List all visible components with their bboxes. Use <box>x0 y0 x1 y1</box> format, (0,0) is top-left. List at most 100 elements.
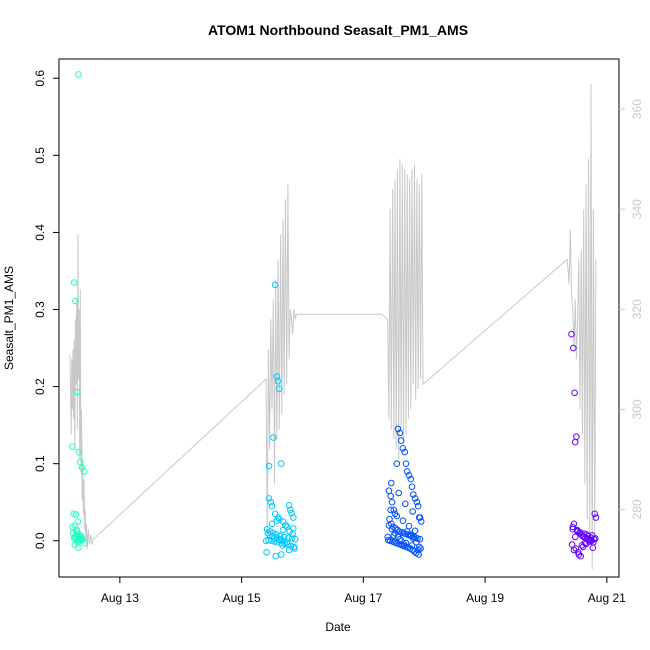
data-point <box>571 389 578 397</box>
data-point <box>73 537 80 545</box>
data-point <box>409 508 417 515</box>
y2-tick-label: 340 <box>630 199 644 219</box>
data-point <box>569 523 577 531</box>
data-point <box>414 546 422 554</box>
data-point <box>416 543 423 551</box>
data-point <box>273 517 281 525</box>
data-point <box>393 512 401 520</box>
data-point <box>417 518 425 525</box>
data-point <box>69 523 76 531</box>
data-point <box>263 549 270 556</box>
y2-tick-label: 320 <box>630 299 644 319</box>
data-point <box>78 464 86 471</box>
data-point <box>592 514 600 521</box>
data-point <box>413 498 421 506</box>
chart-title: ATOM1 Northbound Seasalt_PM1_AMS <box>208 22 468 38</box>
data-point <box>591 510 599 518</box>
data-point <box>408 542 416 549</box>
data-point <box>70 279 78 286</box>
data-point <box>396 535 404 543</box>
y-tick-label: 0.3 <box>33 301 47 318</box>
data-point <box>395 489 403 497</box>
y-tick-label: 0.1 <box>33 455 47 472</box>
data-point <box>402 539 410 547</box>
data-point <box>280 537 287 545</box>
data-point <box>285 502 293 509</box>
data-point <box>388 479 395 487</box>
y-tick-label: 0.0 <box>33 532 47 549</box>
data-point <box>271 281 279 289</box>
data-point <box>265 462 273 470</box>
data-point <box>416 514 424 521</box>
data-point <box>388 498 396 506</box>
y-axis-label: Seasalt_PM1_AMS <box>2 266 16 370</box>
data-point <box>270 434 277 441</box>
data-point <box>72 297 79 305</box>
data-point <box>266 532 273 539</box>
plot-frame <box>58 58 620 578</box>
data-point <box>268 520 276 528</box>
data-point <box>279 542 286 549</box>
data-point <box>276 385 283 393</box>
x-axis-label: Date <box>325 620 351 634</box>
data-point <box>581 539 589 547</box>
data-point <box>571 533 579 541</box>
data-point <box>394 425 402 433</box>
x-tick-label: Aug 13 <box>101 591 139 605</box>
data-point <box>405 472 413 479</box>
right-axis-line-series <box>69 83 597 570</box>
x-tick-label: Aug 15 <box>223 591 261 605</box>
data-point <box>397 437 405 444</box>
data-point <box>287 506 294 514</box>
data-point <box>583 531 591 538</box>
data-point <box>401 448 409 456</box>
data-point <box>290 514 297 521</box>
data-point <box>415 551 423 558</box>
x-tick-label: Aug 17 <box>344 591 382 605</box>
data-point <box>402 500 409 508</box>
data-point <box>413 539 420 546</box>
data-point <box>410 491 417 498</box>
y2-tick-label: 280 <box>630 499 644 519</box>
y-tick-label: 0.4 <box>33 224 47 241</box>
data-point <box>75 544 82 552</box>
data-point <box>274 377 282 385</box>
data-point <box>283 539 291 546</box>
data-point <box>268 502 276 510</box>
data-point <box>411 495 419 502</box>
data-point <box>279 526 287 534</box>
data-point <box>403 468 411 475</box>
data-point <box>75 71 82 78</box>
plot-area: Aug 13 Aug 15 Aug 17 Aug 19 Aug 21 0.0 0.1 0.2 0… <box>33 58 644 605</box>
x-tick-label: Aug 21 <box>588 591 626 605</box>
data-point <box>408 483 416 491</box>
data-point <box>387 492 395 500</box>
data-point <box>568 330 575 338</box>
data-point <box>387 506 395 514</box>
data-point <box>399 445 407 452</box>
data-point <box>273 373 281 380</box>
data-point <box>285 546 293 554</box>
data-point <box>575 551 583 558</box>
data-point <box>400 541 408 548</box>
data-point <box>407 475 415 483</box>
data-point <box>393 460 401 468</box>
data-point <box>390 506 398 514</box>
data-point <box>80 468 88 475</box>
data-point <box>411 548 418 555</box>
data-point <box>288 535 296 542</box>
data-point <box>291 535 299 543</box>
y2-tick-label: 360 <box>630 99 644 119</box>
data-point <box>277 551 285 558</box>
y2-tick-label: 300 <box>630 399 644 419</box>
data-point <box>574 527 581 535</box>
data-point <box>570 344 577 352</box>
y-tick-label: 0.2 <box>33 378 47 395</box>
data-point <box>290 525 297 532</box>
data-point <box>411 527 419 535</box>
data-point <box>399 517 407 525</box>
data-point <box>275 536 283 544</box>
data-point <box>590 535 598 543</box>
y-tick-label: 0.6 <box>33 70 47 87</box>
